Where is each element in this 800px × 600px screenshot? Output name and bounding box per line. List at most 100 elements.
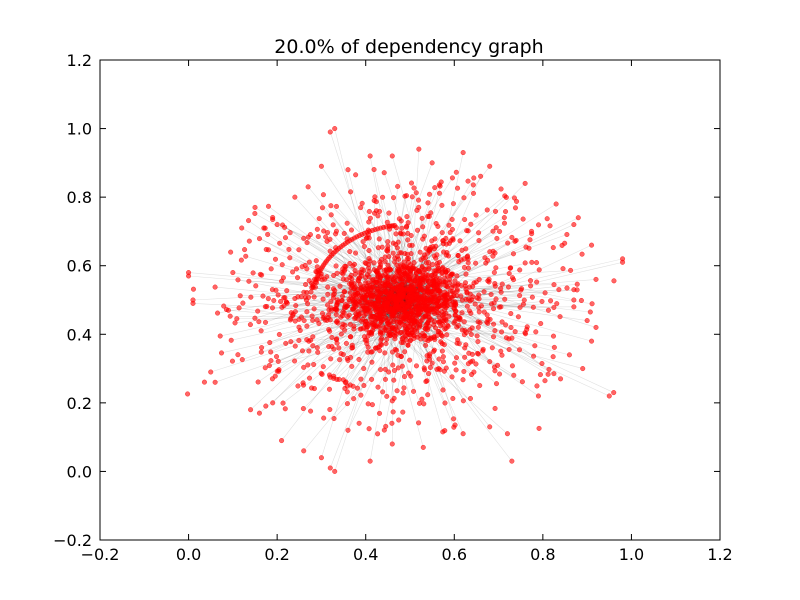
graph-node xyxy=(328,356,334,362)
graph-node xyxy=(472,301,478,307)
graph-node xyxy=(402,272,408,278)
graph-node xyxy=(491,306,497,312)
graph-node xyxy=(509,458,515,464)
graph-node xyxy=(353,250,359,256)
graph-node xyxy=(533,329,539,335)
graph-node xyxy=(548,298,554,304)
graph-node xyxy=(230,270,236,276)
y-tick-label: 1.0 xyxy=(67,120,92,139)
graph-node xyxy=(509,363,515,369)
graph-node xyxy=(305,184,311,190)
graph-node xyxy=(414,227,421,233)
graph-node xyxy=(391,395,397,401)
graph-node xyxy=(284,288,290,294)
graph-node xyxy=(381,170,387,176)
graph-node xyxy=(431,246,438,252)
graph-node xyxy=(518,287,524,293)
graph-node xyxy=(554,301,560,307)
graph-node xyxy=(465,178,471,184)
graph-node xyxy=(346,312,352,318)
plot-area-frame xyxy=(99,59,721,541)
graph-node xyxy=(215,310,221,316)
graph-edge xyxy=(395,196,413,299)
graph-node xyxy=(268,358,274,364)
graph-node xyxy=(320,192,326,198)
graph-node xyxy=(368,316,374,322)
graph-node xyxy=(385,243,391,249)
graph-node xyxy=(406,370,412,376)
graph-node xyxy=(399,363,405,369)
graph-node xyxy=(347,248,353,255)
graph-node xyxy=(408,180,415,186)
graph-node xyxy=(509,335,515,341)
graph-node xyxy=(340,309,346,315)
graph-node xyxy=(405,265,411,271)
graph-node xyxy=(440,387,446,393)
graph-node xyxy=(269,376,275,382)
graph-node xyxy=(336,345,342,351)
graph-node xyxy=(453,169,459,175)
graph-node xyxy=(489,345,495,351)
graph-node xyxy=(282,295,288,301)
graph-node xyxy=(340,293,346,299)
graph-node xyxy=(373,269,379,275)
graph-node xyxy=(242,247,248,253)
graph-node xyxy=(393,316,399,322)
graph-node xyxy=(394,388,400,394)
graph-node xyxy=(551,371,557,377)
graph-node xyxy=(490,334,497,340)
graph-node xyxy=(328,307,334,313)
graph-node xyxy=(528,283,534,289)
graph-node xyxy=(376,236,382,242)
graph-node xyxy=(275,358,281,364)
graph-node xyxy=(423,255,429,261)
x-tick-label: 1.2 xyxy=(707,545,732,564)
graph-node xyxy=(306,278,312,284)
graph-node xyxy=(367,153,373,159)
graph-node xyxy=(186,270,192,276)
graph-node xyxy=(473,260,479,266)
graph-node xyxy=(454,273,460,279)
graph-node xyxy=(446,222,452,228)
graph-node xyxy=(544,216,550,222)
graph-node xyxy=(421,401,427,407)
graph-node xyxy=(409,194,415,200)
graph-node xyxy=(515,314,521,320)
graph-node xyxy=(384,336,390,342)
graph-node xyxy=(493,296,499,302)
graph-node xyxy=(465,265,472,271)
graph-node xyxy=(536,267,542,273)
graph-node xyxy=(253,283,259,289)
graph-node xyxy=(385,301,391,307)
graph-node xyxy=(357,299,363,305)
graph-node xyxy=(280,400,286,406)
graph-node xyxy=(342,266,348,272)
graph-node xyxy=(449,175,455,181)
graph-node xyxy=(584,318,590,324)
graph-node xyxy=(279,438,285,444)
graph-node xyxy=(381,286,387,292)
graph-node xyxy=(228,249,234,255)
graph-node xyxy=(356,356,362,363)
graph-node xyxy=(324,229,331,236)
graph-node xyxy=(441,342,447,348)
graph-node xyxy=(368,301,375,307)
graph-node xyxy=(355,309,361,315)
y-tick-label: 1.2 xyxy=(67,51,92,70)
graph-node xyxy=(436,356,442,362)
graph-node xyxy=(279,304,285,310)
graph-node xyxy=(400,409,406,415)
graph-node xyxy=(426,296,432,302)
graph-node xyxy=(327,129,333,135)
graph-node xyxy=(433,255,439,261)
graph-node xyxy=(390,409,396,415)
graph-node xyxy=(361,243,367,249)
graph-node xyxy=(521,297,527,303)
graph-node xyxy=(391,367,397,374)
graph-node xyxy=(372,307,378,313)
graph-node xyxy=(283,340,289,346)
graph-node xyxy=(425,200,431,206)
graph-node xyxy=(423,260,429,266)
graph-node xyxy=(428,281,434,287)
graph-node xyxy=(422,313,428,319)
